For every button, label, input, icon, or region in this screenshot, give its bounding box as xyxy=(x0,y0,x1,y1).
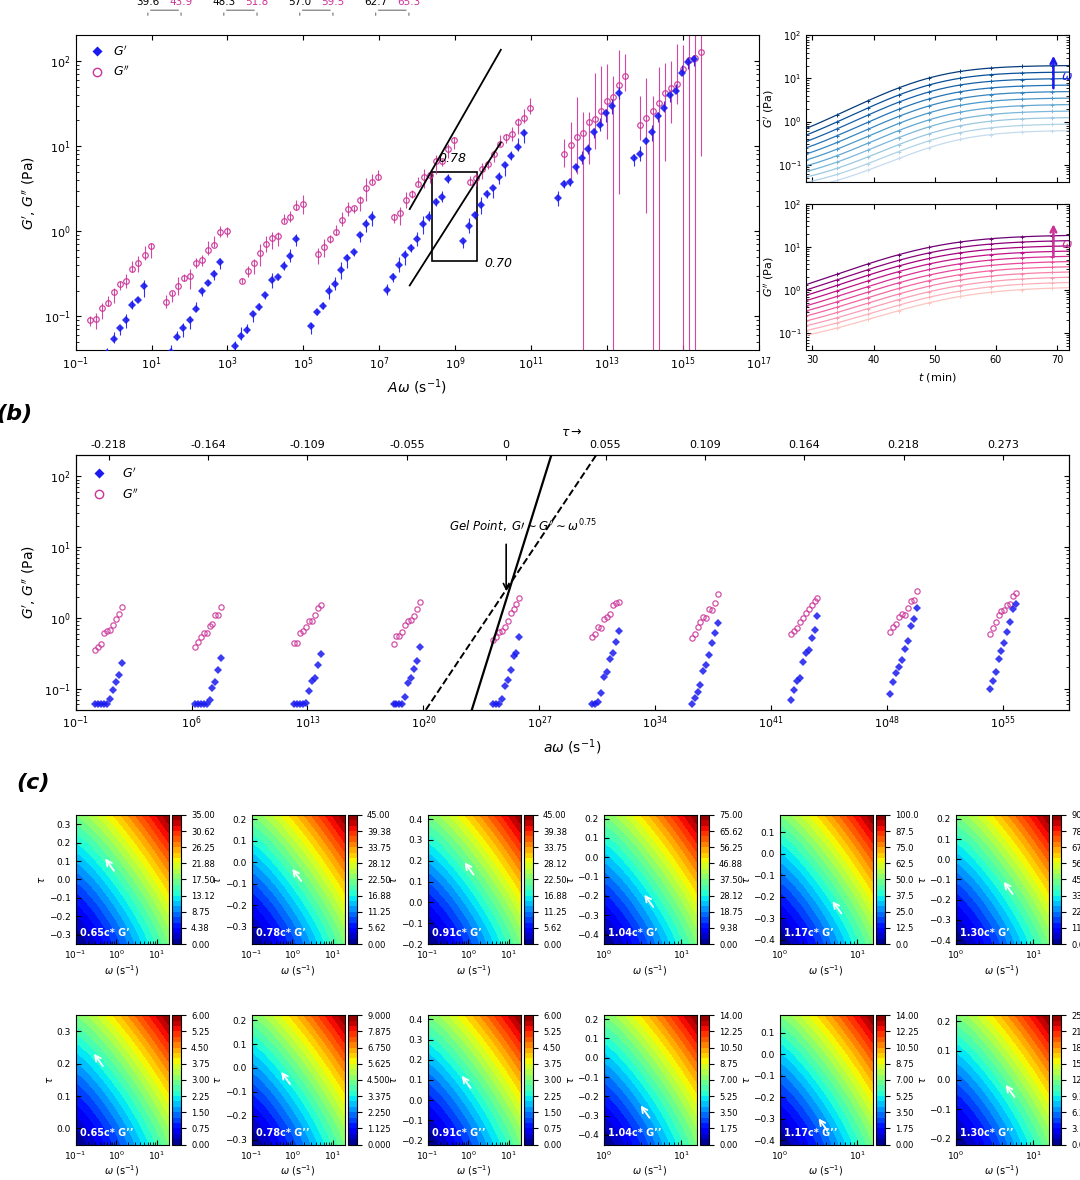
Text: 0.78c* G’: 0.78c* G’ xyxy=(256,927,307,938)
X-axis label: $t$ (min): $t$ (min) xyxy=(918,371,957,384)
Y-axis label: $\tau$: $\tau$ xyxy=(566,1076,576,1084)
Y-axis label: $\tau$: $\tau$ xyxy=(390,1076,400,1084)
Text: 0.91c* G’’: 0.91c* G’’ xyxy=(432,1128,486,1139)
X-axis label: $a\omega$ (s$^{-1}$): $a\omega$ (s$^{-1}$) xyxy=(543,738,602,756)
Y-axis label: $G'$ (Pa): $G'$ (Pa) xyxy=(762,90,777,127)
Y-axis label: $\tau$: $\tau$ xyxy=(38,876,48,884)
Text: 1.17c* G’’: 1.17c* G’’ xyxy=(784,1128,838,1139)
Text: 0.70: 0.70 xyxy=(485,257,513,270)
Legend: $G'$, $G''$: $G'$, $G''$ xyxy=(82,41,133,81)
Legend: $G'$, $G''$: $G'$, $G''$ xyxy=(82,461,144,506)
Text: 1.30c* G’’: 1.30c* G’’ xyxy=(960,1128,1014,1139)
Text: 1.04c* G’’: 1.04c* G’’ xyxy=(608,1128,662,1139)
Y-axis label: $\tau$: $\tau$ xyxy=(918,876,928,884)
Text: 1.04c* G’: 1.04c* G’ xyxy=(608,927,658,938)
Bar xyxy=(432,172,477,261)
Text: $\it{Gel\ Point,\ G\prime \sim G^{\prime\prime} \sim \omega^{0.75}}$: $\it{Gel\ Point,\ G\prime \sim G^{\prime… xyxy=(448,517,597,535)
Text: 0.78: 0.78 xyxy=(438,152,465,165)
Text: (b): (b) xyxy=(0,404,32,424)
X-axis label: $\omega$ (s$^{-1}$): $\omega$ (s$^{-1}$) xyxy=(633,1163,667,1178)
Text: 1.30c* G’: 1.30c* G’ xyxy=(960,927,1010,938)
Text: 62.7: 62.7 xyxy=(364,0,388,7)
Text: 0.78c* G’’: 0.78c* G’’ xyxy=(256,1128,310,1139)
X-axis label: $\omega$ (s$^{-1}$): $\omega$ (s$^{-1}$) xyxy=(633,963,667,977)
X-axis label: $\omega$ (s$^{-1}$): $\omega$ (s$^{-1}$) xyxy=(985,1163,1020,1178)
Y-axis label: $\tau$: $\tau$ xyxy=(918,1076,928,1084)
Text: 48.3: 48.3 xyxy=(212,0,235,7)
X-axis label: $\omega$ (s$^{-1}$): $\omega$ (s$^{-1}$) xyxy=(281,963,316,977)
Text: (c): (c) xyxy=(16,773,50,793)
X-axis label: $\omega$ (s$^{-1}$): $\omega$ (s$^{-1}$) xyxy=(457,1163,492,1178)
X-axis label: $\omega$ (s$^{-1}$): $\omega$ (s$^{-1}$) xyxy=(105,1163,140,1178)
Text: 39.6: 39.6 xyxy=(136,0,160,7)
Text: 0.91c* G’: 0.91c* G’ xyxy=(432,927,482,938)
Text: 65.3: 65.3 xyxy=(397,0,420,7)
Text: 0.65c* G’’: 0.65c* G’’ xyxy=(80,1128,134,1139)
X-axis label: $\omega$ (s$^{-1}$): $\omega$ (s$^{-1}$) xyxy=(105,963,140,977)
Y-axis label: $G''$ (Pa): $G''$ (Pa) xyxy=(762,256,777,297)
Text: $\omega$: $\omega$ xyxy=(1062,238,1074,251)
Y-axis label: $\tau$: $\tau$ xyxy=(742,1076,752,1084)
Y-axis label: $\tau$: $\tau$ xyxy=(390,876,400,884)
X-axis label: $\tau \rightarrow$: $\tau \rightarrow$ xyxy=(562,426,583,439)
Y-axis label: $G'$, $G''$ (Pa): $G'$, $G''$ (Pa) xyxy=(21,545,38,620)
Y-axis label: $G'$, $G''$ (Pa): $G'$, $G''$ (Pa) xyxy=(21,156,38,230)
X-axis label: $A\omega$ (s$^{-1}$): $A\omega$ (s$^{-1}$) xyxy=(388,378,447,396)
Y-axis label: $\tau$: $\tau$ xyxy=(566,876,576,884)
Text: 59.5: 59.5 xyxy=(322,0,345,7)
Y-axis label: $\tau$: $\tau$ xyxy=(742,876,752,884)
Y-axis label: $\tau$: $\tau$ xyxy=(45,1076,55,1084)
Y-axis label: $\tau$: $\tau$ xyxy=(214,876,224,884)
Y-axis label: $\tau$: $\tau$ xyxy=(214,1076,224,1084)
Text: 1.17c* G’: 1.17c* G’ xyxy=(784,927,834,938)
Text: 43.9: 43.9 xyxy=(170,0,192,7)
Text: 57.0: 57.0 xyxy=(288,0,311,7)
Text: 51.8: 51.8 xyxy=(245,0,269,7)
X-axis label: $\omega$ (s$^{-1}$): $\omega$ (s$^{-1}$) xyxy=(281,1163,316,1178)
X-axis label: $\omega$ (s$^{-1}$): $\omega$ (s$^{-1}$) xyxy=(809,1163,843,1178)
X-axis label: $\omega$ (s$^{-1}$): $\omega$ (s$^{-1}$) xyxy=(457,963,492,977)
Text: 0.65c* G’: 0.65c* G’ xyxy=(80,927,130,938)
X-axis label: $\omega$ (s$^{-1}$): $\omega$ (s$^{-1}$) xyxy=(985,963,1020,977)
Text: $\omega$: $\omega$ xyxy=(1062,70,1074,83)
X-axis label: $\omega$ (s$^{-1}$): $\omega$ (s$^{-1}$) xyxy=(809,963,843,977)
